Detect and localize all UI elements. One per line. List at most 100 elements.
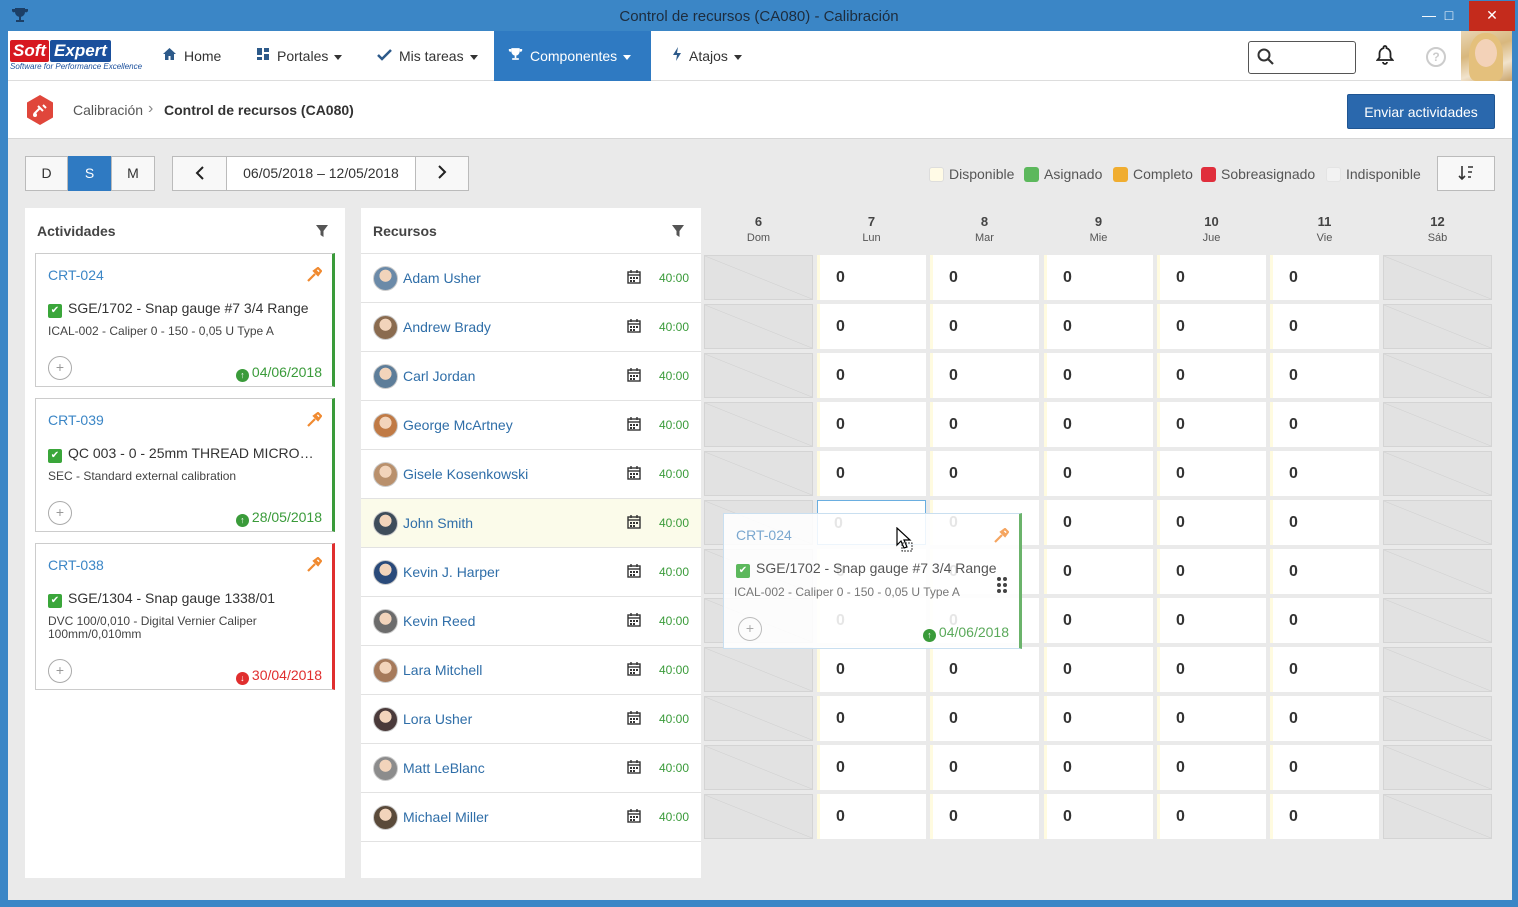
resource-row[interactable]: Gisele Kosenkowski 40:00 [361, 449, 701, 498]
nav-componentes[interactable]: Componentes [494, 31, 651, 81]
schedule-cell[interactable]: 0 [1044, 353, 1153, 398]
filter-icon[interactable] [315, 224, 329, 238]
unavailable-cell[interactable] [704, 304, 813, 349]
calendar-icon[interactable] [627, 466, 641, 480]
resource-name[interactable]: Kevin J. Harper [403, 564, 500, 580]
resource-row[interactable]: John Smith 40:00 [361, 498, 701, 547]
schedule-cell[interactable]: 0 [817, 451, 926, 496]
calendar-icon[interactable] [627, 270, 641, 284]
sort-button[interactable] [1437, 156, 1495, 191]
schedule-cell[interactable]: 0 [1270, 353, 1379, 398]
schedule-cell[interactable]: 0 [1157, 402, 1266, 447]
schedule-cell[interactable]: 0 [1044, 304, 1153, 349]
view-month-button[interactable]: M [111, 156, 155, 191]
resource-row[interactable]: Kevin Reed 40:00 [361, 596, 701, 645]
unavailable-cell[interactable] [704, 353, 813, 398]
schedule-cell[interactable]: 0 [930, 696, 1039, 741]
schedule-cell[interactable]: 0 [817, 647, 926, 692]
schedule-cell[interactable]: 0 [1157, 549, 1266, 594]
resource-name[interactable]: Lara Mitchell [403, 662, 483, 678]
resource-name[interactable]: Andrew Brady [403, 319, 491, 335]
unavailable-cell[interactable] [704, 255, 813, 300]
resource-row[interactable]: Andrew Brady 40:00 [361, 302, 701, 351]
schedule-cell[interactable]: 0 [1157, 500, 1266, 545]
resource-row[interactable]: Lara Mitchell 40:00 [361, 645, 701, 694]
unavailable-cell[interactable] [1383, 304, 1492, 349]
add-button[interactable]: + [48, 659, 72, 683]
resource-row[interactable]: Lora Usher 40:00 [361, 694, 701, 743]
schedule-cell[interactable]: 0 [817, 696, 926, 741]
schedule-cell[interactable]: 0 [1270, 451, 1379, 496]
unavailable-cell[interactable] [704, 451, 813, 496]
view-day-button[interactable]: D [25, 156, 68, 191]
resource-name[interactable]: Michael Miller [403, 809, 489, 825]
prev-week-button[interactable] [172, 156, 227, 191]
bell-icon[interactable] [1376, 45, 1394, 65]
resource-name[interactable]: George McArtney [403, 417, 513, 433]
schedule-cell[interactable]: 0 [1270, 402, 1379, 447]
schedule-cell[interactable]: 0 [817, 794, 926, 839]
next-week-button[interactable] [415, 156, 469, 191]
schedule-cell[interactable]: 0 [1157, 745, 1266, 790]
resource-name[interactable]: Kevin Reed [403, 613, 476, 629]
softexpert-logo[interactable]: Soft Expert Software for Performance Exce… [10, 40, 143, 71]
calendar-icon[interactable] [627, 564, 641, 578]
schedule-cell[interactable]: 0 [1270, 304, 1379, 349]
schedule-cell[interactable]: 0 [1270, 647, 1379, 692]
unavailable-cell[interactable] [1383, 647, 1492, 692]
calendar-icon[interactable] [627, 711, 641, 725]
nav-mis-tareas[interactable]: Mis tareas [363, 31, 492, 81]
resource-row[interactable]: Adam Usher 40:00 [361, 253, 701, 302]
activity-code[interactable]: CRT-024 [48, 267, 104, 283]
schedule-cell[interactable]: 0 [1270, 598, 1379, 643]
resource-row[interactable]: Matt LeBlanc 40:00 [361, 743, 701, 792]
schedule-cell[interactable]: 0 [1157, 255, 1266, 300]
schedule-cell[interactable]: 0 [1270, 745, 1379, 790]
add-button[interactable]: + [48, 501, 72, 525]
calendar-icon[interactable] [627, 662, 641, 676]
schedule-cell[interactable]: 0 [1044, 696, 1153, 741]
help-icon[interactable]: ? [1426, 47, 1446, 67]
activity-card[interactable]: CRT-024 ✔ SGE/1702 - Snap gauge #7 3/4 Ra… [35, 253, 335, 387]
unavailable-cell[interactable] [1383, 745, 1492, 790]
schedule-cell[interactable]: 0 [817, 745, 926, 790]
calendar-icon[interactable] [627, 760, 641, 774]
activity-card[interactable]: CRT-038 ✔ SGE/1304 - Snap gauge 1338/01 D… [35, 543, 335, 690]
unavailable-cell[interactable] [1383, 255, 1492, 300]
resource-name[interactable]: Gisele Kosenkowski [403, 466, 529, 482]
schedule-cell[interactable]: 0 [1044, 402, 1153, 447]
schedule-cell[interactable]: 0 [1044, 255, 1153, 300]
unavailable-cell[interactable] [1383, 549, 1492, 594]
schedule-cell[interactable]: 0 [1157, 794, 1266, 839]
unavailable-cell[interactable] [704, 647, 813, 692]
calendar-icon[interactable] [627, 319, 641, 333]
schedule-cell[interactable]: 0 [1270, 500, 1379, 545]
unavailable-cell[interactable] [1383, 353, 1492, 398]
unavailable-cell[interactable] [1383, 451, 1492, 496]
unavailable-cell[interactable] [1383, 402, 1492, 447]
resource-name[interactable]: John Smith [403, 515, 474, 531]
calendar-icon[interactable] [627, 515, 641, 529]
drag-handle-icon[interactable] [996, 576, 1008, 594]
view-week-button[interactable]: S [68, 156, 111, 191]
minimize-button[interactable]: — [1422, 7, 1436, 23]
schedule-cell[interactable]: 0 [1157, 451, 1266, 496]
calendar-icon[interactable] [627, 368, 641, 382]
calendar-icon[interactable] [627, 613, 641, 627]
schedule-cell[interactable]: 0 [930, 255, 1039, 300]
unavailable-cell[interactable] [1383, 500, 1492, 545]
maximize-button[interactable]: □ [1444, 7, 1454, 23]
schedule-cell[interactable]: 0 [1044, 794, 1153, 839]
resource-row[interactable]: George McArtney 40:00 [361, 400, 701, 449]
unavailable-cell[interactable] [704, 696, 813, 741]
resource-name[interactable]: Carl Jordan [403, 368, 476, 384]
unavailable-cell[interactable] [1383, 794, 1492, 839]
dragged-activity-card[interactable]: CRT-024 ✔ SGE/1702 - Snap gauge #7 3/4 Ra… [723, 513, 1022, 649]
filter-icon[interactable] [671, 224, 685, 238]
calendar-icon[interactable] [627, 417, 641, 431]
add-button[interactable]: + [48, 356, 72, 380]
schedule-cell[interactable]: 0 [817, 353, 926, 398]
add-button[interactable]: + [738, 617, 762, 641]
schedule-cell[interactable]: 0 [1157, 304, 1266, 349]
schedule-cell[interactable]: 0 [930, 794, 1039, 839]
